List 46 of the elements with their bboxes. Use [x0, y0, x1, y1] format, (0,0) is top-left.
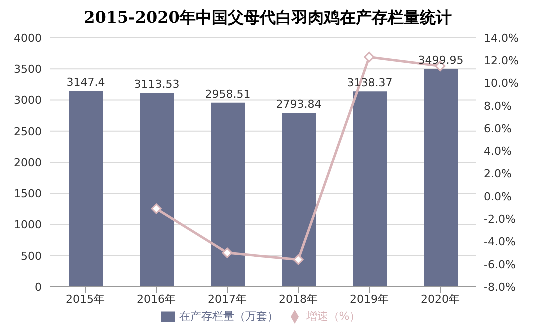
bar: [353, 92, 387, 287]
legend-label: 在产存栏量（万套）: [179, 310, 278, 323]
y2-tick-label: 12.0%: [484, 54, 519, 68]
x-tick-label: 2017年: [208, 292, 247, 306]
y2-tick-label: 2.0%: [484, 168, 512, 181]
bar: [424, 69, 458, 287]
y-tick-label: 0: [35, 280, 42, 294]
y-tick-label: 500: [21, 250, 42, 263]
y2-tick-label: -4.0%: [484, 236, 516, 249]
x-tick-label: 2018年: [279, 292, 318, 306]
y2-tick-label: 14.0%: [484, 32, 519, 45]
y2-tick-label: 6.0%: [484, 122, 512, 136]
y2-tick-label: 8.0%: [484, 100, 512, 113]
bar: [140, 93, 174, 287]
y-tick-label: 3500: [14, 63, 42, 76]
y-tick-label: 2000: [14, 156, 42, 170]
y-tick-label: 4000: [14, 32, 42, 45]
data-label: 2958.51: [205, 88, 251, 101]
y-tick-label: 1000: [14, 218, 42, 232]
bar: [282, 113, 316, 287]
y2-tick-label: -2.0%: [484, 212, 516, 226]
y2-tick-label: 4.0%: [484, 145, 512, 158]
x-tick-label: 2016年: [137, 292, 176, 306]
y2-tick-label: 0.0%: [484, 190, 512, 204]
legend-label: 增速（%）: [306, 310, 361, 323]
data-label: 3499.95: [418, 54, 464, 68]
x-tick-label: 2015年: [66, 292, 105, 306]
y2-tick-label: 10.0%: [484, 77, 519, 90]
y-tick-label: 3000: [14, 94, 42, 108]
point: [151, 204, 162, 214]
x-tick-label: 2019年: [350, 292, 389, 306]
data-label: 2793.84: [276, 98, 322, 112]
y-tick-label: 2500: [14, 125, 42, 138]
data-label: 3147.4: [66, 76, 106, 90]
data-label: 3113.53: [134, 78, 180, 92]
data-label: 3138.37: [347, 76, 393, 90]
point: [293, 254, 304, 266]
y2-tick-label: -8.0%: [484, 280, 516, 294]
x-tick-label: 2020年: [421, 292, 460, 306]
point: [364, 52, 375, 62]
y2-tick-label: -6.0%: [484, 258, 516, 272]
point: [222, 248, 233, 258]
bar: [69, 91, 103, 287]
y-tick-label: 1500: [14, 188, 42, 201]
chart-title: 2015-2020年中国父母代白羽肉鸡在产存栏量统计: [83, 8, 453, 29]
bar: [211, 102, 245, 287]
